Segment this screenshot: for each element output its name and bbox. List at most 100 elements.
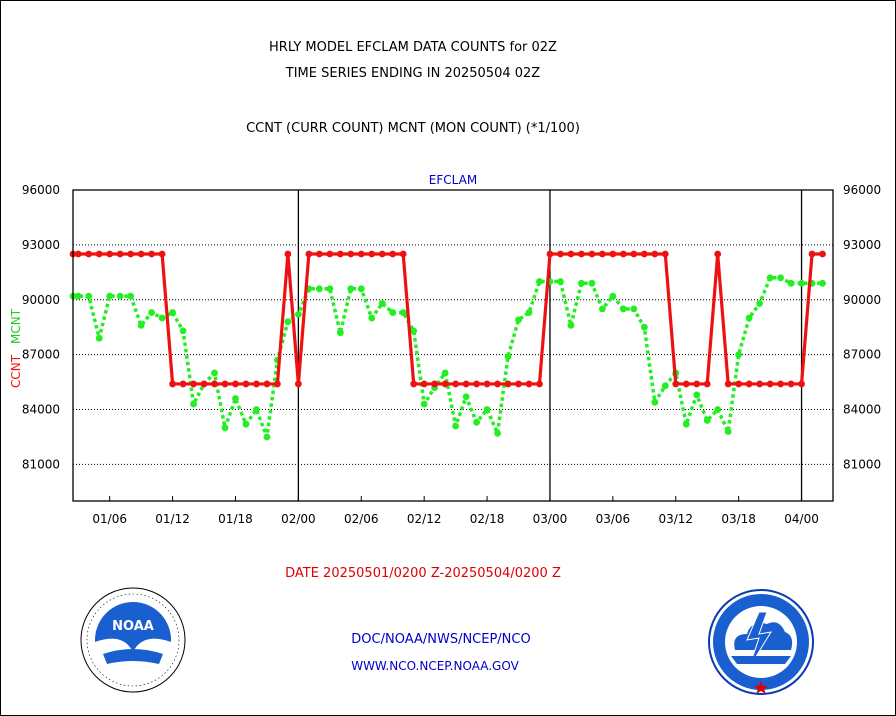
- data-point-ccnt: [190, 380, 197, 388]
- plot-area: [72, 189, 834, 502]
- data-point-ccnt: [494, 380, 501, 388]
- series-ccnt: [69, 250, 826, 388]
- data-point-ccnt: [242, 380, 250, 388]
- data-point-mcnt: [347, 285, 355, 293]
- data-point-mcnt: [693, 391, 701, 399]
- data-point-ccnt: [420, 380, 428, 388]
- data-point-ccnt: [462, 380, 470, 388]
- data-point-mcnt: [95, 334, 103, 342]
- data-point-ccnt: [588, 250, 596, 258]
- data-point-mcnt: [661, 382, 669, 390]
- data-point-ccnt: [441, 380, 449, 388]
- y-tick-label-right: 84000: [843, 403, 881, 417]
- y-tick-label-right: 96000: [843, 183, 881, 197]
- data-point-ccnt: [536, 380, 543, 388]
- data-point-ccnt: [672, 380, 680, 388]
- data-point-mcnt: [357, 285, 365, 293]
- data-point-ccnt: [127, 250, 135, 258]
- y-tick-label-right: 93000: [843, 238, 881, 252]
- data-point-ccnt: [232, 380, 239, 388]
- data-point-ccnt: [766, 380, 774, 388]
- data-point-mcnt: [441, 369, 449, 377]
- data-point-ccnt: [326, 250, 334, 258]
- data-point-ccnt: [682, 380, 690, 388]
- data-point-ccnt: [777, 380, 784, 388]
- x-tick-label: 03/06: [596, 512, 631, 526]
- y-axis-label-ccnt: CCNT: [9, 354, 23, 388]
- x-tick-label: 04/00: [784, 512, 819, 526]
- data-point-mcnt: [567, 321, 575, 329]
- data-point-mcnt: [106, 292, 114, 300]
- data-point-mcnt: [536, 278, 543, 285]
- header-line-2: TIME SERIES ENDING IN 20250504 02Z: [285, 66, 541, 81]
- data-point-mcnt: [651, 398, 659, 406]
- data-point-mcnt: [74, 292, 82, 300]
- data-point-ccnt: [315, 250, 323, 258]
- data-point-ccnt: [578, 250, 585, 258]
- data-point-mcnt: [609, 292, 617, 300]
- data-point-mcnt: [504, 353, 512, 360]
- data-point-ccnt: [399, 250, 407, 258]
- data-point-ccnt: [336, 250, 344, 258]
- data-point-mcnt: [179, 327, 187, 335]
- series-layer: [69, 250, 826, 441]
- data-point-ccnt: [169, 380, 176, 388]
- x-tick-label: 03/12: [658, 512, 693, 526]
- y-tick-label-right: 87000: [843, 348, 881, 362]
- data-point-mcnt: [253, 406, 260, 413]
- data-point-ccnt: [116, 250, 124, 258]
- x-tick-labels: 01/06 01/12 01/18 02/00 02/06 02/12 02/18 03/00…: [92, 496, 819, 526]
- data-point-mcnt: [819, 279, 826, 287]
- nws-logo-icon: [708, 589, 814, 695]
- y-tick-label-left: 81000: [22, 457, 60, 471]
- data-point-mcnt: [190, 400, 197, 408]
- y-axis-label-mcnt: MCNT: [9, 308, 23, 344]
- data-point-mcnt: [326, 285, 334, 293]
- data-point-ccnt: [431, 380, 439, 388]
- data-point-ccnt: [609, 250, 617, 258]
- gridlines: [73, 189, 833, 465]
- data-point-ccnt: [546, 250, 554, 258]
- data-point-mcnt: [777, 274, 784, 282]
- data-point-mcnt: [148, 309, 156, 316]
- y-tick-labels: 81000 81000 84000 84000 87000 87000 90000 90000…: [22, 183, 881, 471]
- data-point-ccnt: [661, 250, 669, 258]
- data-point-mcnt: [578, 279, 585, 287]
- data-point-mcnt: [211, 369, 218, 377]
- data-point-ccnt: [735, 380, 743, 388]
- data-point-ccnt: [211, 380, 218, 388]
- data-point-ccnt: [567, 250, 575, 258]
- data-point-ccnt: [808, 250, 816, 258]
- data-point-mcnt: [232, 395, 239, 402]
- data-point-ccnt: [525, 380, 533, 388]
- data-point-ccnt: [714, 250, 722, 258]
- website-url: WWW.NCO.NCEP.NOAA.GOV: [351, 659, 519, 673]
- data-point-mcnt: [368, 314, 376, 322]
- data-point-mcnt: [221, 424, 229, 432]
- data-point-ccnt: [389, 250, 397, 258]
- data-point-mcnt: [389, 309, 397, 316]
- header-line-3: CCNT (CURR COUNT) MCNT (MON COUNT) (*1/1…: [246, 121, 580, 136]
- data-point-ccnt: [294, 380, 302, 388]
- series-mcnt: [69, 274, 826, 441]
- data-point-mcnt: [420, 400, 428, 408]
- x-tick-label: 02/00: [281, 512, 316, 526]
- data-point-mcnt: [640, 323, 648, 331]
- y-tick-label-left: 93000: [22, 238, 60, 252]
- data-point-ccnt: [745, 380, 753, 388]
- data-point-ccnt: [200, 380, 208, 388]
- data-point-mcnt: [462, 393, 470, 401]
- x-tick-label: 01/12: [155, 512, 190, 526]
- series-line-ccnt: [73, 252, 823, 386]
- data-point-ccnt: [557, 250, 564, 258]
- data-point-ccnt: [515, 380, 522, 388]
- data-point-ccnt: [158, 250, 166, 258]
- data-point-ccnt: [368, 250, 376, 258]
- data-point-ccnt: [483, 380, 491, 388]
- data-point-ccnt: [305, 250, 313, 258]
- data-point-mcnt: [452, 422, 460, 430]
- data-point-mcnt: [127, 292, 135, 300]
- day-boundary-lines: [297, 190, 803, 501]
- data-point-mcnt: [473, 418, 480, 426]
